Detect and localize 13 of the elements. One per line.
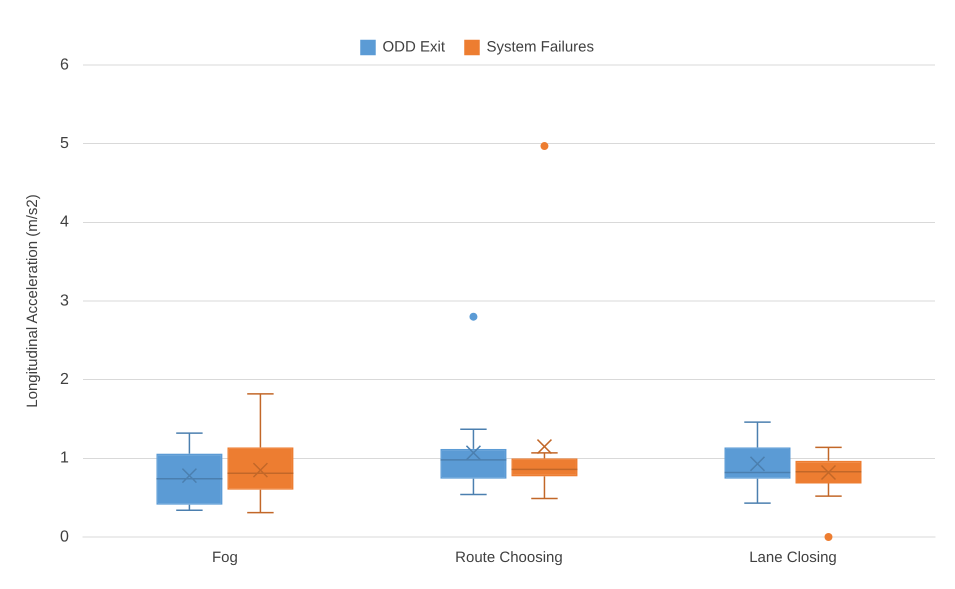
legend-label: ODD Exit (382, 38, 446, 56)
y-tick-label: 3 (60, 292, 69, 310)
x-tick-label: Fog (212, 549, 238, 566)
y-axis-title: Longitudinal Acceleration (m/s2) (24, 194, 42, 408)
y-tick-label: 1 (60, 450, 69, 467)
x-tick-label: Lane Closing (749, 549, 837, 566)
legend-label: System Failures (486, 38, 594, 56)
y-tick-label: 0 (60, 528, 69, 546)
y-tick-label: 6 (60, 56, 69, 74)
y-tick-label: 2 (60, 371, 69, 388)
y-tick-label: 4 (60, 214, 69, 231)
x-tick-label: Route Choosing (455, 549, 563, 566)
y-tick-label: 5 (60, 135, 69, 152)
